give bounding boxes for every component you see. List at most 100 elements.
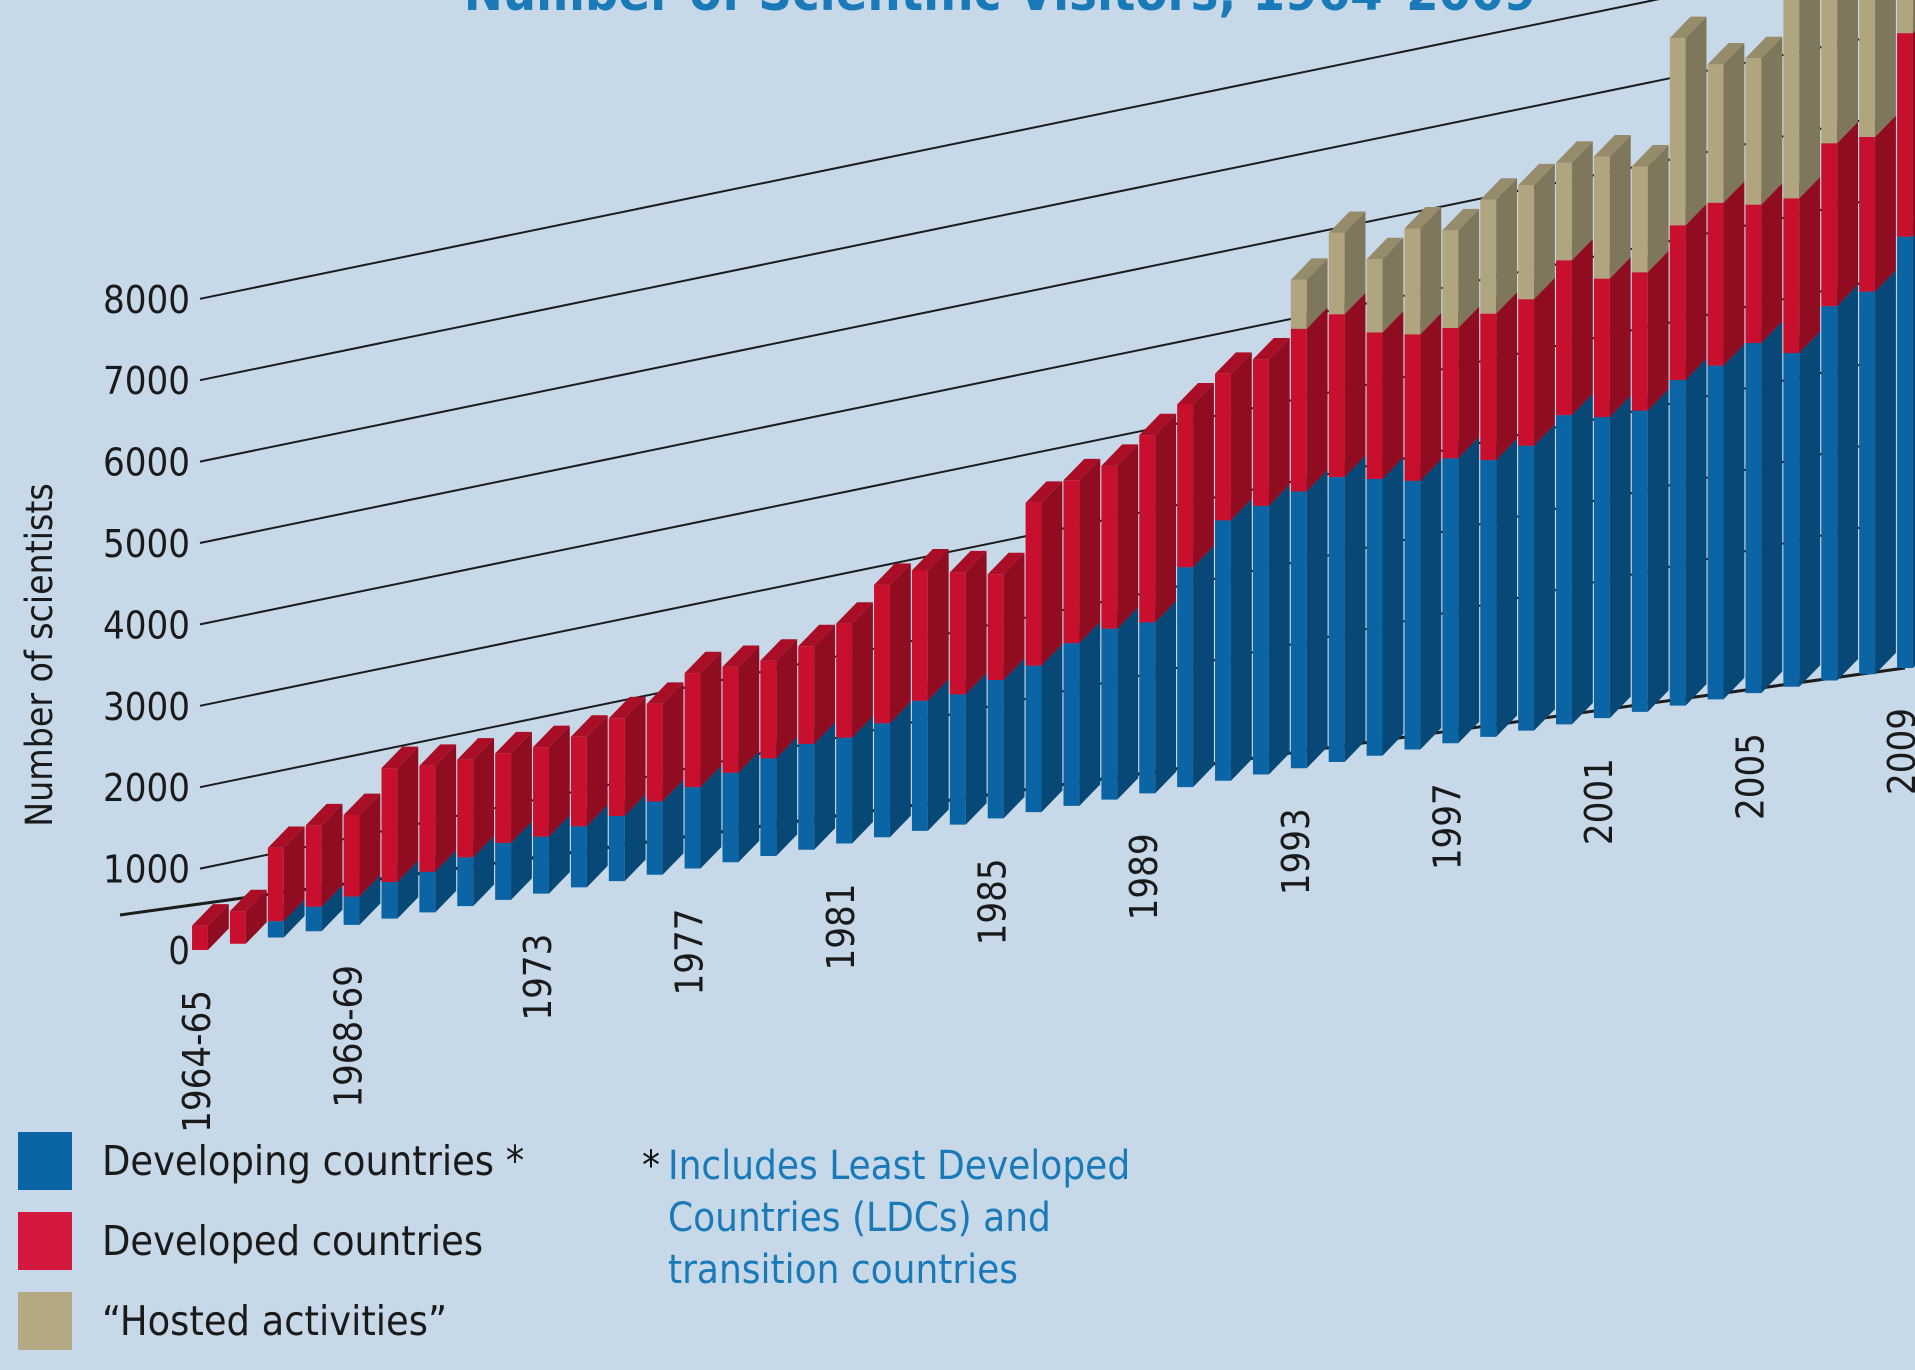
bar-segment-side [965,672,987,825]
bar-segment-front [1101,465,1118,629]
bar-segment-front [1518,185,1535,300]
bar-segment-side [1382,311,1404,479]
bar-segment-side [1571,393,1593,725]
legend-label-developing: Developing countries * [102,1137,525,1185]
bar-segment-side [1382,237,1404,333]
bar-segment-side [1875,115,1896,292]
bar-segment-front [570,736,587,827]
bar-segment-side [1117,444,1139,629]
bar-segment-side [1079,621,1101,806]
bar-segment-side [1571,238,1593,416]
bar-segment-front [1745,204,1762,344]
bar-segment-side [283,899,305,938]
x-tick-label: 1973 [516,934,560,1021]
bar-segment-front [1783,0,1800,199]
bar-segment-side [1193,383,1214,568]
bar-segment-side [548,725,570,837]
bar-segment-front [1290,279,1307,329]
bar-segment-front [1328,477,1345,762]
x-tick-label: 1989 [1122,833,1166,920]
legend-swatch-developing [18,1132,72,1190]
bar-segment-top [1745,36,1783,59]
bar-segment-side [397,746,419,883]
bar-segment-front [495,753,512,843]
bar-segment-side [1458,306,1480,459]
bar-segment-top [1404,207,1442,229]
bar-segment-front [1556,260,1572,416]
bar-segment-side [1685,358,1707,706]
bar-segment-side [207,904,229,950]
bar-segment-front [1025,665,1042,813]
bar-segment-front [1290,328,1307,492]
bar-segment-side [1534,277,1555,446]
legend-swatch-developed [18,1212,72,1270]
bar-segment-side [1761,183,1783,344]
bar-segment-front [722,772,739,863]
bar-segment-side [1155,413,1177,623]
bar-segment-front [1404,228,1421,335]
bar-segment-top [684,651,722,674]
bar-segment-front [1897,236,1913,668]
bar-segment-side [1912,234,1915,668]
bar-segment-side [814,722,836,850]
y-tick-label: 1000 [103,848,190,892]
bar-segment-front [343,815,360,897]
bar-segment-front [1593,416,1610,719]
bar-segment-side [1837,284,1859,681]
bar-segment-front [911,700,928,831]
bar-segment-front [1593,156,1610,279]
bar-segment-top [722,645,760,667]
bar-segment-side [1306,307,1328,492]
bar-segment-side [1609,135,1631,279]
bar-segment-side [586,804,608,888]
bar-segment-top [646,682,684,704]
bar-segment-front [646,703,663,802]
bar-segment-front [1252,359,1269,506]
bar-segment-front [1518,299,1535,446]
bar-segment-front [305,906,322,932]
bar-segment-side [1837,0,1859,144]
bar-segment-side [927,679,949,831]
bar-segment-side [1534,424,1555,731]
bar-segment-side [321,803,343,907]
x-tick-label: 2005 [1728,733,1772,820]
bar-segment-front [1897,0,1913,34]
x-tick-label: 1993 [1274,808,1318,895]
bar-segment-top [1518,163,1555,186]
y-axis-label: Number of scientists [18,483,61,826]
bar-segment-side [245,889,267,944]
bar-segment-side [1685,203,1707,380]
bar-segment-side [662,682,684,802]
bar-segment-front [1669,225,1686,380]
bar-segment-side [700,765,722,869]
bar-segment-side [1723,181,1745,366]
bar-segment-top [874,563,911,585]
bar-segment-side [1003,658,1025,819]
bar-segment-side [1571,141,1593,261]
bar-segment-front [1442,328,1459,459]
bar-segment-side [1344,211,1366,315]
bar-segment-top [192,904,229,926]
bar-segment-top [570,715,608,737]
footnote-line-3: transition countries [668,1247,1019,1293]
bar-segment-top [949,550,987,573]
bar-segment-front [495,842,512,900]
bar-segment-front [1215,373,1231,521]
bar-segment-side [1875,0,1896,138]
x-tick-label: 1997 [1425,783,1469,870]
bar-segment-top [1707,42,1745,65]
bar-segment-side [1799,0,1821,199]
x-tick-label: 1968-69 [327,965,371,1108]
x-tick-label: 1977 [668,909,712,996]
bar-segment-side [662,780,684,875]
bars [192,0,1915,950]
bar-segment-top [608,696,646,719]
bar-segment-top [267,826,305,848]
bar-segment-side [1723,42,1745,203]
bar-segment-side [814,624,836,744]
bar-segment-side [1496,178,1518,314]
bar-segment-top [1556,141,1593,163]
bar-segment-side [852,716,873,844]
bar-segment-top [760,639,798,661]
